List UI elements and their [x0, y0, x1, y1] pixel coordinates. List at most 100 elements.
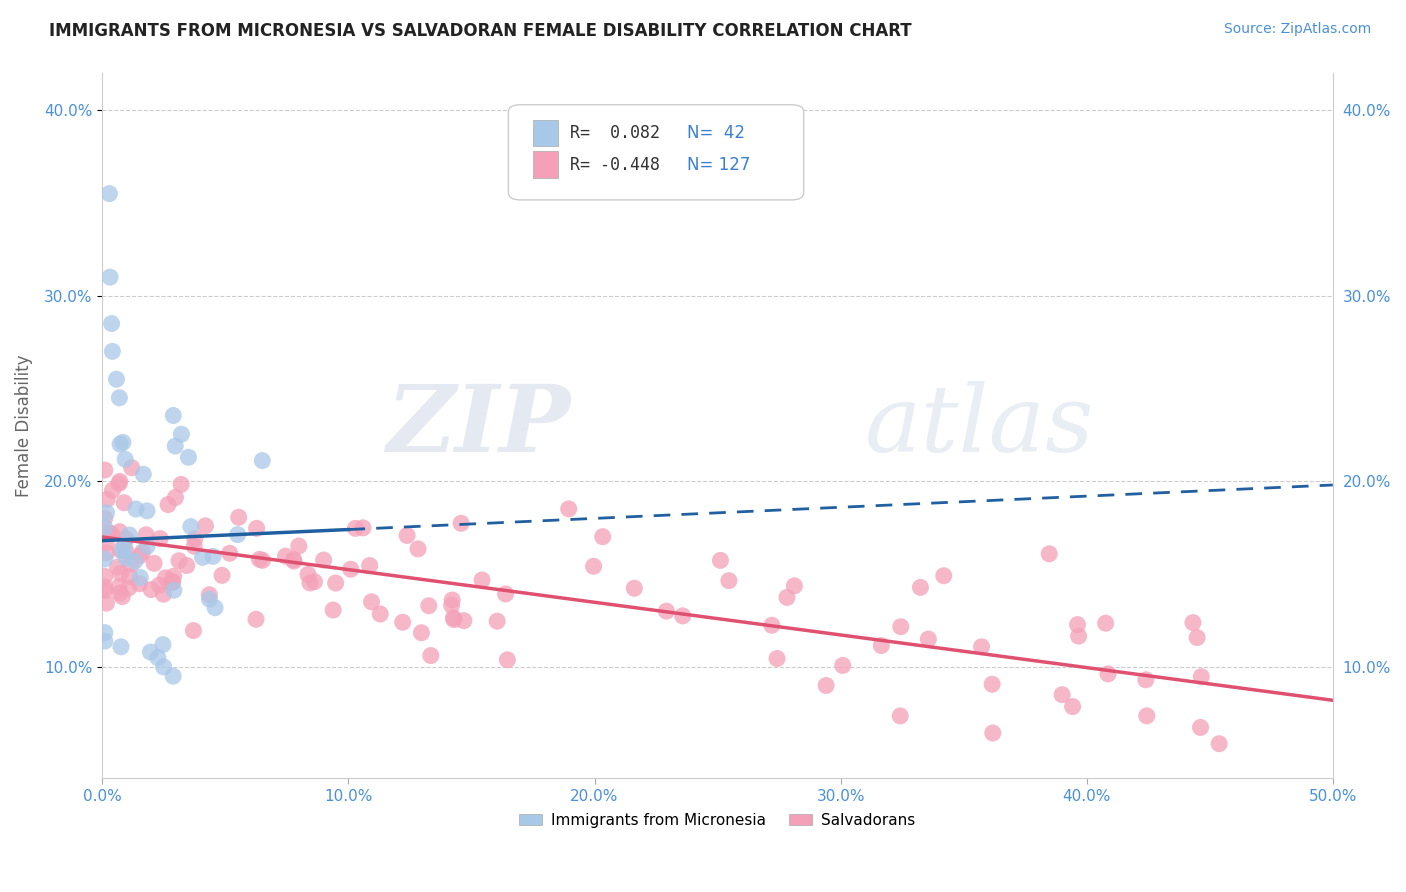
Point	[198, 592, 221, 607]
Point	[252, 553, 274, 567]
Point	[112, 539, 135, 553]
Point	[717, 574, 740, 588]
Point	[495, 587, 517, 601]
Point	[165, 491, 187, 505]
Point	[157, 498, 180, 512]
Point	[108, 391, 131, 405]
Point	[94, 634, 117, 648]
Point	[411, 625, 433, 640]
Point	[304, 574, 326, 589]
Point	[94, 569, 117, 583]
Point	[143, 557, 166, 571]
Point	[339, 562, 361, 576]
Point	[96, 596, 118, 610]
Point	[118, 569, 141, 583]
Legend: Immigrants from Micronesia, Salvadorans: Immigrants from Micronesia, Salvadorans	[513, 807, 922, 834]
Point	[110, 640, 132, 654]
Point	[246, 521, 269, 535]
Point	[783, 579, 806, 593]
Point	[177, 450, 200, 465]
FancyBboxPatch shape	[509, 104, 804, 200]
Point	[124, 554, 146, 568]
Point	[981, 677, 1004, 691]
Point	[114, 550, 136, 565]
Point	[136, 539, 159, 553]
Point	[1050, 688, 1073, 702]
Point	[297, 567, 319, 582]
Point	[110, 543, 132, 558]
Point	[115, 545, 138, 559]
Text: ZIP: ZIP	[385, 381, 569, 471]
Text: N= 127: N= 127	[686, 156, 751, 174]
Point	[709, 553, 731, 567]
Point	[655, 604, 678, 618]
Point	[496, 653, 519, 667]
Point	[94, 583, 117, 598]
Y-axis label: Female Disability: Female Disability	[15, 354, 32, 497]
Point	[107, 560, 129, 574]
Point	[176, 558, 198, 573]
Point	[183, 539, 205, 553]
Point	[283, 552, 305, 566]
Point	[108, 476, 131, 491]
Point	[592, 530, 614, 544]
Point	[486, 614, 509, 628]
Point	[112, 496, 135, 510]
Point	[114, 452, 136, 467]
Point	[94, 520, 117, 534]
Point	[766, 651, 789, 665]
Point	[226, 527, 249, 541]
Point	[129, 549, 152, 563]
Point	[100, 317, 122, 331]
Point	[198, 588, 221, 602]
Point	[135, 528, 157, 542]
Point	[155, 571, 177, 585]
Point	[249, 552, 271, 566]
Point	[152, 660, 174, 674]
Point	[165, 439, 187, 453]
Point	[96, 492, 118, 507]
Point	[146, 650, 169, 665]
Point	[167, 554, 190, 568]
Point	[162, 669, 184, 683]
Point	[108, 437, 131, 451]
Point	[162, 409, 184, 423]
Point	[1038, 547, 1060, 561]
Point	[100, 526, 122, 541]
Point	[344, 521, 367, 535]
Point	[1181, 615, 1204, 630]
FancyBboxPatch shape	[533, 120, 558, 146]
Point	[252, 453, 274, 467]
Point	[218, 546, 240, 560]
Point	[981, 726, 1004, 740]
Point	[111, 435, 134, 450]
Point	[152, 638, 174, 652]
Point	[815, 678, 838, 692]
Point	[623, 581, 645, 595]
Point	[132, 467, 155, 482]
Point	[117, 581, 139, 595]
Point	[889, 709, 911, 723]
Point	[162, 569, 184, 583]
Point	[148, 578, 170, 592]
Point	[440, 599, 463, 613]
Point	[1136, 708, 1159, 723]
Point	[274, 549, 297, 563]
Text: Source: ZipAtlas.com: Source: ZipAtlas.com	[1223, 22, 1371, 37]
Point	[162, 575, 184, 590]
Point	[96, 506, 118, 520]
Point	[582, 559, 605, 574]
Point	[96, 546, 118, 560]
Point	[202, 549, 225, 564]
Point	[163, 583, 186, 598]
Point	[1097, 667, 1119, 681]
Point	[322, 603, 344, 617]
Point	[325, 576, 347, 591]
Point	[108, 580, 131, 594]
Point	[450, 516, 472, 531]
Point	[98, 270, 121, 285]
Point	[917, 632, 939, 646]
Point	[94, 580, 117, 594]
Point	[287, 539, 309, 553]
Point	[283, 554, 305, 568]
